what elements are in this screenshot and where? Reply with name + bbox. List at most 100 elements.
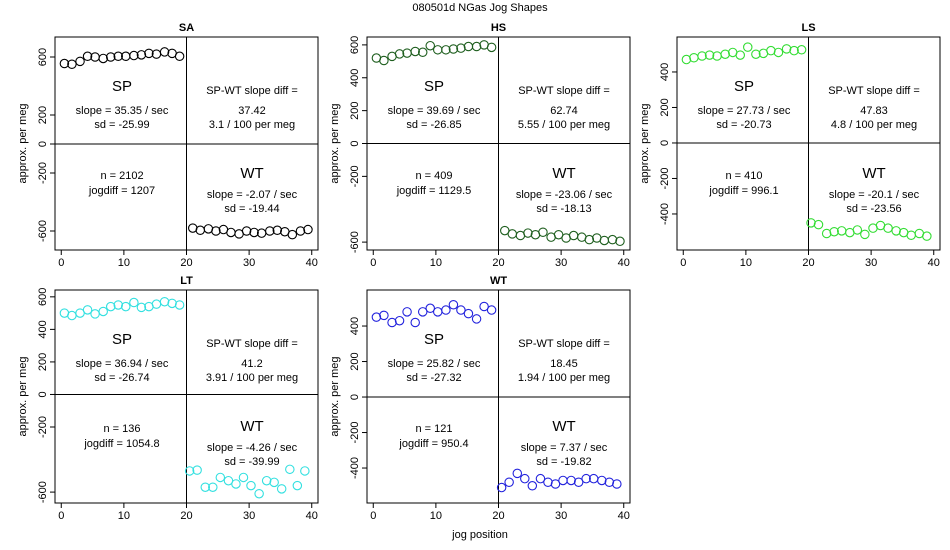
annotation: 18.45 <box>550 358 578 370</box>
point <box>507 229 518 239</box>
point <box>215 472 226 483</box>
annotation: SP-WT slope diff = <box>828 85 920 97</box>
point <box>167 298 177 309</box>
annotation: WT <box>552 418 575 435</box>
annotation: slope = 39.69 / sec <box>388 105 481 117</box>
annotation: sd = -26.85 <box>406 119 461 131</box>
point <box>394 49 405 59</box>
y-tick-label: 0 <box>349 394 361 400</box>
point <box>486 42 497 53</box>
point <box>121 301 131 312</box>
annotation: jogdiff = 1207 <box>88 185 155 197</box>
point <box>448 44 459 54</box>
x-tick-label: 10 <box>430 257 442 269</box>
point <box>98 53 108 64</box>
annotation: jogdiff = 1054.8 <box>83 438 159 450</box>
point <box>136 50 147 60</box>
x-tick-label: 10 <box>118 257 130 269</box>
x-tick-label: 30 <box>865 257 877 269</box>
point <box>735 50 745 60</box>
annotation: sd = -19.44 <box>224 203 279 215</box>
point <box>773 47 784 58</box>
panel-title: LT <box>180 275 193 287</box>
point <box>860 229 870 240</box>
point <box>689 53 699 63</box>
annotation: jogdiff = 1129.5 <box>396 185 472 197</box>
annotation: sd = -23.56 <box>846 203 901 215</box>
point <box>90 309 100 319</box>
point <box>789 45 799 56</box>
y-tick-label: 200 <box>349 352 361 370</box>
annotation: WT <box>552 165 575 182</box>
point <box>226 227 236 238</box>
point <box>512 468 523 479</box>
point <box>456 43 466 53</box>
point <box>276 484 287 494</box>
annotation: n = 2102 <box>100 170 143 182</box>
annotation: SP <box>112 331 132 348</box>
y-tick-label: -600 <box>37 481 49 503</box>
point <box>751 49 761 59</box>
point <box>200 482 211 492</box>
y-tick-label: -200 <box>37 416 49 438</box>
point <box>479 301 489 312</box>
y-tick-label: 0 <box>349 140 361 146</box>
point <box>371 312 382 322</box>
point <box>174 300 185 310</box>
annotation: 5.55 / 100 per meg <box>518 119 610 131</box>
annotation: SP <box>424 331 444 348</box>
y-tick-label: 0 <box>37 141 49 147</box>
point <box>195 225 206 236</box>
annotation: sd = -19.82 <box>536 456 591 468</box>
annotation: n = 410 <box>725 170 762 182</box>
y-axis-label: approx. per meg <box>17 103 29 183</box>
point <box>249 227 259 238</box>
annotation: WT <box>240 165 263 182</box>
point <box>471 314 482 324</box>
y-tick-label: 200 <box>659 98 671 116</box>
x-tick-label: 10 <box>430 510 442 522</box>
point <box>568 230 579 241</box>
point <box>82 305 93 315</box>
annotation: sd = -27.32 <box>406 372 461 384</box>
annotation: 3.1 / 100 per meg <box>209 119 295 131</box>
point <box>766 45 776 56</box>
point <box>192 465 202 475</box>
point <box>113 51 123 62</box>
point <box>136 302 147 313</box>
x-tick-label: 10 <box>740 257 752 269</box>
annotation: WT <box>862 165 885 182</box>
point <box>558 475 568 486</box>
annotation: slope = -20.1 / sec <box>829 189 920 201</box>
annotation: 37.42 <box>238 105 266 117</box>
point <box>129 297 139 308</box>
annotation: SP-WT slope diff = <box>518 85 610 97</box>
y-axis-label: approx. per meg <box>329 103 341 183</box>
x-tick-label: 40 <box>928 257 940 269</box>
point <box>231 479 241 489</box>
point <box>59 58 70 69</box>
point <box>906 230 916 241</box>
annotation: slope = -23.06 / sec <box>516 189 613 201</box>
point <box>241 226 252 236</box>
annotation: WT <box>240 418 263 435</box>
y-tick-label: 400 <box>349 69 361 87</box>
annotation: jogdiff = 950.4 <box>398 438 468 450</box>
point <box>829 226 839 237</box>
point <box>681 54 692 65</box>
point <box>806 218 816 228</box>
point <box>379 55 389 66</box>
point <box>781 44 792 54</box>
point <box>246 480 256 491</box>
x-tick-label: 20 <box>180 510 192 522</box>
point <box>238 472 249 483</box>
point <box>254 488 264 499</box>
point <box>584 234 595 245</box>
x-tick-label: 20 <box>802 257 814 269</box>
point <box>159 296 170 307</box>
annotation: SP-WT slope diff = <box>206 85 298 97</box>
point <box>743 42 753 52</box>
y-tick-label: 400 <box>659 63 671 81</box>
point <box>852 225 863 235</box>
